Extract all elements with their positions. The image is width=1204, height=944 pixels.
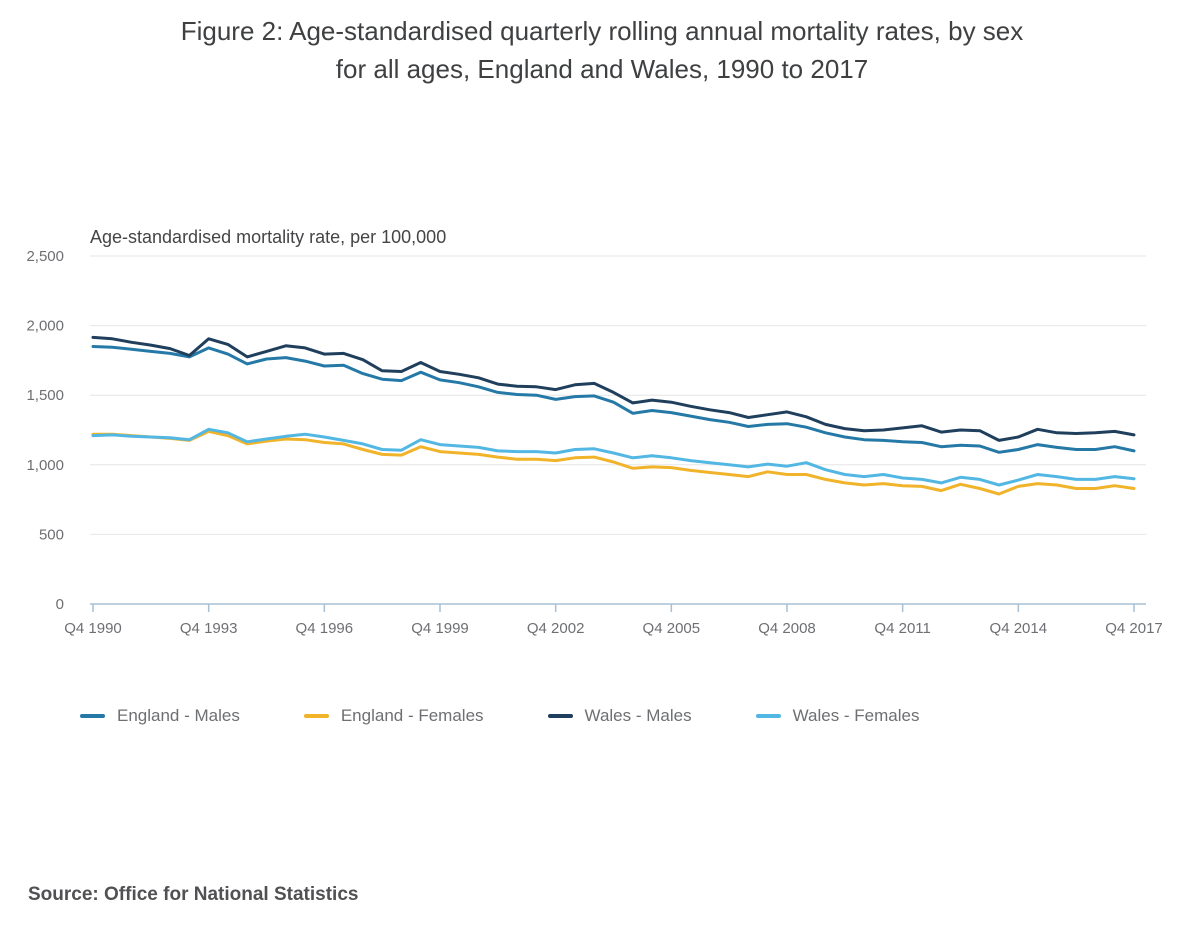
legend-item-wales-females[interactable]: Wales - Females (755, 706, 920, 726)
chart-svg: 0 500 1,000 1,500 2,000 2,500 Q4 1990 Q4 1993 Q4… (26, 248, 1163, 637)
y-axis-label: 1,000 (26, 457, 64, 474)
x-axis-tick-label: Q4 2005 (643, 620, 701, 637)
legend-label: England - Males (117, 706, 240, 725)
chart-legend: England - Males England - Females Wales - … (80, 706, 920, 726)
x-axis-tick-label: Q4 2014 (990, 620, 1048, 637)
y-axis-label: 1,500 (26, 387, 64, 404)
y-axis-label: 2,000 (26, 318, 64, 335)
y-axis-label: 0 (56, 596, 64, 613)
y-axis-label: 2,500 (26, 248, 64, 265)
x-axis-tick-label: Q4 1996 (296, 620, 354, 637)
series-line-england-males (91, 345, 1136, 454)
legend-swatch-wales-females (755, 714, 781, 718)
legend-swatch-england-females (303, 714, 329, 718)
chart-title-line1: Figure 2: Age-standardised quarterly rol… (180, 16, 1024, 46)
chart-title-line2: for all ages, England and Wales, 1990 to… (335, 54, 869, 84)
legend-item-wales-males[interactable]: Wales - Males (547, 706, 692, 726)
legend-swatch-england-males (80, 714, 105, 718)
legend-swatch-wales-males (547, 714, 573, 718)
x-axis-tick-label: Q4 2008 (758, 620, 816, 637)
series-line-england-females (91, 429, 1136, 496)
x-axis-tick-label: Q4 1993 (180, 620, 238, 637)
series-line-wales-females (91, 427, 1136, 487)
legend-label: England - Females (340, 706, 484, 725)
x-axis-tick-label: Q4 1990 (64, 620, 122, 637)
x-axis-tick-label: Q4 2011 (874, 620, 930, 637)
y-axis-title: Age-standardised mortality rate, per 100… (90, 227, 447, 247)
y-axis-label: 500 (39, 526, 64, 543)
chart-title: Figure 2: Age-standardised quarterly rol… (0, 12, 1204, 88)
legend-label: Wales - Females (792, 706, 920, 725)
x-axis-tick-label: Q4 2017 (1105, 620, 1163, 637)
x-axis-tick-label: Q4 1999 (411, 620, 469, 637)
legend-label: Wales - Males (584, 706, 692, 725)
series-line-wales-males (91, 335, 1136, 442)
legend-item-england-females[interactable]: England - Females (303, 706, 484, 726)
source-note: Source: Office for National Statistics (28, 884, 359, 905)
x-axis-tick-label: Q4 2002 (527, 620, 585, 637)
legend-item-england-males[interactable]: England - Males (80, 706, 240, 726)
